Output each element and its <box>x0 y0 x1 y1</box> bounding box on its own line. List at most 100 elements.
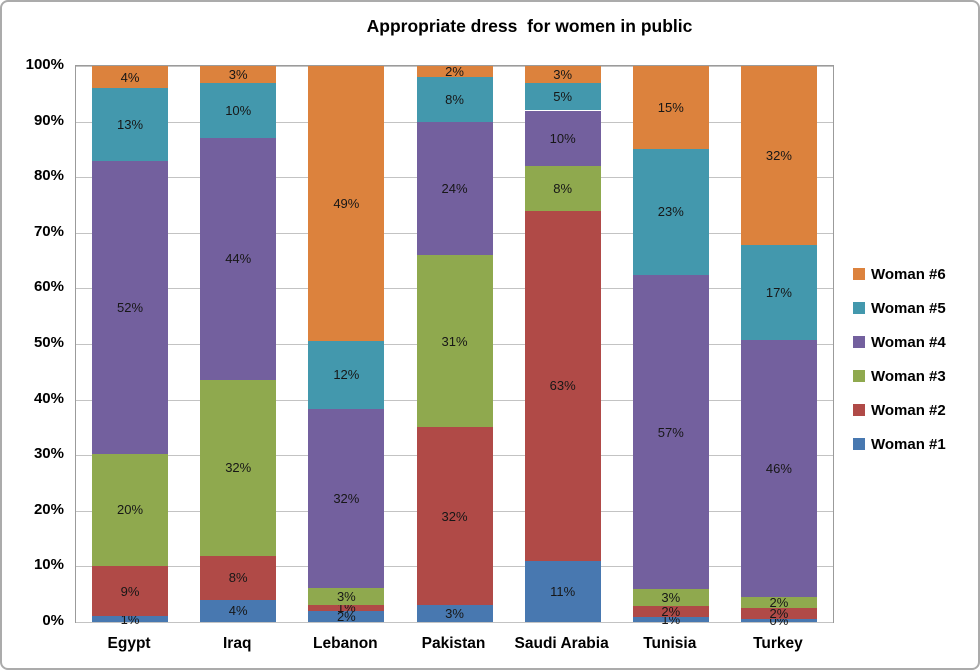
plot-area: 1% 9% 20% 52% 13% 4% 4% 8% 32% 44% 10% 3% 2% 1% 3% 32% 1… <box>75 64 834 627</box>
bar-segment: 32% <box>416 427 493 606</box>
x-axis-label: Egypt <box>107 635 151 652</box>
bar-segment: 32% <box>308 408 385 589</box>
bar-segment: 24% <box>416 121 493 256</box>
legend: Woman #6 Woman #5 Woman #4 Woman #3 Woman #2… <box>853 257 978 461</box>
bar-segment-label: 3% <box>336 589 356 605</box>
bar-segment-label: 8% <box>445 91 464 107</box>
bar-segment-label: 2% <box>769 594 789 610</box>
bar-segment-label: 24% <box>441 180 468 196</box>
y-axis-label: 40% <box>33 389 64 407</box>
bar-segment: 4% <box>92 66 169 89</box>
bar-segment-label: 3% <box>228 66 248 82</box>
bar-segment-label: 8% <box>228 570 248 586</box>
gridline <box>76 622 833 623</box>
bar-segment: 31% <box>416 255 493 428</box>
bar-segment: 2% <box>740 594 817 610</box>
bar-segment: 8% <box>200 555 277 600</box>
bar-segment: 3% <box>416 605 493 622</box>
bar-segment: 17% <box>740 244 817 340</box>
legend-item: Woman #6 <box>853 257 978 291</box>
y-axis-label: 10% <box>33 556 64 574</box>
bar-segment: 3% <box>200 66 277 83</box>
bar-segment: 32% <box>740 66 817 245</box>
bar-segment: 8% <box>416 77 493 122</box>
bar-segment-label: 57% <box>657 424 684 440</box>
y-axis-label: 80% <box>33 167 64 185</box>
bar-segment: 1% <box>92 613 169 626</box>
bar-segment-label: 2% <box>661 603 681 619</box>
bar-segment: 15% <box>632 66 709 149</box>
y-axis-label: 30% <box>33 445 64 463</box>
bar-segment-label: 63% <box>549 378 576 394</box>
bar-segment-label: 32% <box>765 147 792 163</box>
bar-segment: 63% <box>524 210 601 561</box>
legend-swatch-icon <box>853 438 865 450</box>
legend-item: Woman #3 <box>853 359 978 393</box>
bar-segment-label: 2% <box>336 608 356 624</box>
bar-segment-label: 44% <box>225 251 252 267</box>
bar-segment-label: 15% <box>657 99 684 115</box>
x-axis-label: Turkey <box>753 635 803 652</box>
x-axis-label: Lebanon <box>313 635 378 652</box>
bar-segment: 10% <box>200 82 277 138</box>
bar-segment-label: 2% <box>445 64 464 80</box>
bar-segment: 8% <box>524 166 601 211</box>
bar-segment-label: 13% <box>117 117 144 133</box>
bar-segment: 10% <box>524 110 601 167</box>
bar-segment: 4% <box>200 599 277 622</box>
bar-segment: 46% <box>740 339 817 597</box>
legend-label: Woman #2 <box>871 401 946 419</box>
legend-swatch-icon <box>853 404 865 416</box>
legend-item: Woman #4 <box>853 325 978 359</box>
bar-segment-label: 11% <box>550 583 576 599</box>
legend-label: Woman #6 <box>871 265 946 283</box>
bar-segment-label: 49% <box>333 196 360 212</box>
bar-segment: 57% <box>632 275 709 589</box>
bar-segment: 3% <box>632 589 709 606</box>
bar-segment-label: 4% <box>120 69 140 85</box>
y-axis-label: 90% <box>33 111 64 129</box>
bar-segment: 20% <box>92 453 169 566</box>
bar-segment: 2% <box>632 603 709 619</box>
legend-swatch-icon <box>853 336 865 348</box>
bar-segment: 44% <box>200 137 277 380</box>
bar-segment-label: 23% <box>657 204 684 220</box>
bar-segment-label: 3% <box>445 606 464 622</box>
bar-segment-label: 2% <box>769 605 789 621</box>
legend-label: Woman #1 <box>871 435 946 453</box>
bar-segment-label: 8% <box>553 180 573 196</box>
x-axis-label: Pakistan <box>421 635 486 652</box>
bar-segment: 2% <box>308 608 385 624</box>
bar-segment: 5% <box>524 82 601 111</box>
legend-label: Woman #4 <box>871 333 946 351</box>
bar-segment-label: 4% <box>228 603 248 619</box>
x-axis-label: Tunisia <box>643 635 697 652</box>
bar-segment-label: 32% <box>441 508 468 524</box>
bar-segment: 12% <box>308 341 385 409</box>
bar-segment: 23% <box>632 148 709 276</box>
bar-segment: 13% <box>92 88 169 162</box>
legend-item: Woman #5 <box>853 291 978 325</box>
y-axis-label: 70% <box>33 222 64 240</box>
bar-segment-label: 32% <box>225 460 252 476</box>
bar-segment-label: 31% <box>441 333 468 349</box>
bar-segment-label: 3% <box>553 66 573 82</box>
bar-segment-label: 10% <box>549 130 576 146</box>
y-axis-label: 60% <box>33 278 64 296</box>
bar-segment: 52% <box>92 161 169 454</box>
bar-segment-label: 10% <box>225 102 252 118</box>
bar-segment-label: 17% <box>765 284 792 300</box>
bar-segment: 3% <box>524 66 601 83</box>
y-axis-label: 0% <box>42 612 64 629</box>
bar-segment-label: 52% <box>117 300 144 315</box>
bar-segment: 32% <box>200 379 277 556</box>
legend-label: Woman #5 <box>871 299 946 317</box>
legend-swatch-icon <box>853 268 865 280</box>
legend-swatch-icon <box>853 370 865 382</box>
y-axis-label: 50% <box>33 334 64 351</box>
bar-segment: 9% <box>92 565 169 617</box>
bar-segment-label: 46% <box>765 460 792 476</box>
bar-segment-label: 12% <box>333 367 360 383</box>
legend-item: Woman #2 <box>853 393 978 427</box>
